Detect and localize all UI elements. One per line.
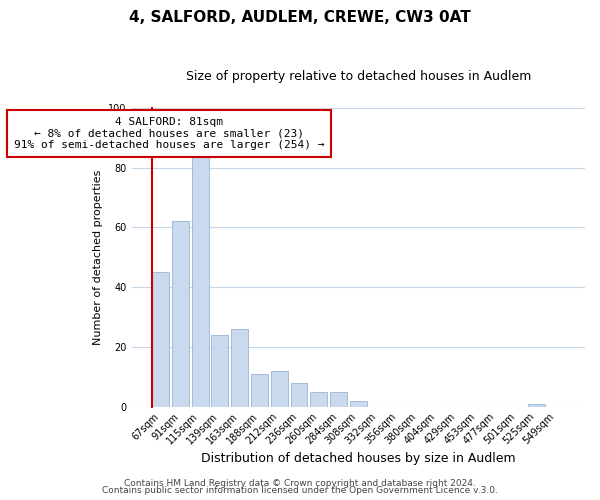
Bar	[350, 400, 367, 406]
Bar	[211, 335, 229, 406]
Text: 4, SALFORD, AUDLEM, CREWE, CW3 0AT: 4, SALFORD, AUDLEM, CREWE, CW3 0AT	[129, 10, 471, 25]
Bar	[290, 382, 307, 406]
Text: Contains public sector information licensed under the Open Government Licence v.: Contains public sector information licen…	[102, 486, 498, 495]
Bar	[231, 329, 248, 406]
Bar	[310, 392, 327, 406]
Bar	[528, 404, 545, 406]
Text: 4 SALFORD: 81sqm
← 8% of detached houses are smaller (23)
91% of semi-detached h: 4 SALFORD: 81sqm ← 8% of detached houses…	[14, 116, 325, 150]
X-axis label: Distribution of detached houses by size in Audlem: Distribution of detached houses by size …	[201, 452, 515, 465]
Bar	[330, 392, 347, 406]
Y-axis label: Number of detached properties: Number of detached properties	[93, 170, 103, 345]
Bar	[271, 370, 287, 406]
Bar	[192, 156, 209, 406]
Title: Size of property relative to detached houses in Audlem: Size of property relative to detached ho…	[185, 70, 531, 83]
Bar	[172, 222, 189, 406]
Text: Contains HM Land Registry data © Crown copyright and database right 2024.: Contains HM Land Registry data © Crown c…	[124, 478, 476, 488]
Bar	[152, 272, 169, 406]
Bar	[251, 374, 268, 406]
